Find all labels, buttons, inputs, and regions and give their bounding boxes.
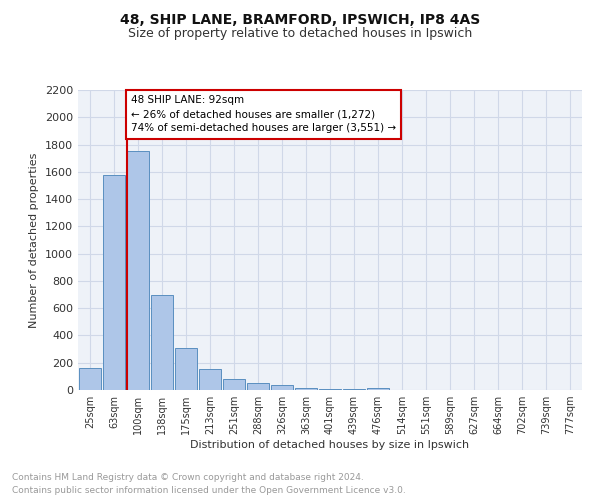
Bar — [175, 348, 197, 390]
Bar — [79, 368, 101, 390]
Bar — [103, 174, 125, 390]
X-axis label: Distribution of detached houses by size in Ipswich: Distribution of detached houses by size … — [190, 440, 470, 450]
Bar — [199, 369, 221, 390]
Bar — [127, 150, 149, 390]
Bar — [223, 379, 245, 390]
Text: 48, SHIP LANE, BRAMFORD, IPSWICH, IP8 4AS: 48, SHIP LANE, BRAMFORD, IPSWICH, IP8 4A… — [120, 12, 480, 26]
Bar — [295, 388, 317, 390]
Bar — [319, 388, 341, 390]
Bar — [151, 294, 173, 390]
Bar — [271, 385, 293, 390]
Text: Size of property relative to detached houses in Ipswich: Size of property relative to detached ho… — [128, 28, 472, 40]
Bar — [247, 383, 269, 390]
Text: Contains HM Land Registry data © Crown copyright and database right 2024.: Contains HM Land Registry data © Crown c… — [12, 474, 364, 482]
Text: Contains public sector information licensed under the Open Government Licence v3: Contains public sector information licen… — [12, 486, 406, 495]
Y-axis label: Number of detached properties: Number of detached properties — [29, 152, 40, 328]
Text: 48 SHIP LANE: 92sqm
← 26% of detached houses are smaller (1,272)
74% of semi-det: 48 SHIP LANE: 92sqm ← 26% of detached ho… — [131, 96, 396, 134]
Bar — [367, 388, 389, 390]
